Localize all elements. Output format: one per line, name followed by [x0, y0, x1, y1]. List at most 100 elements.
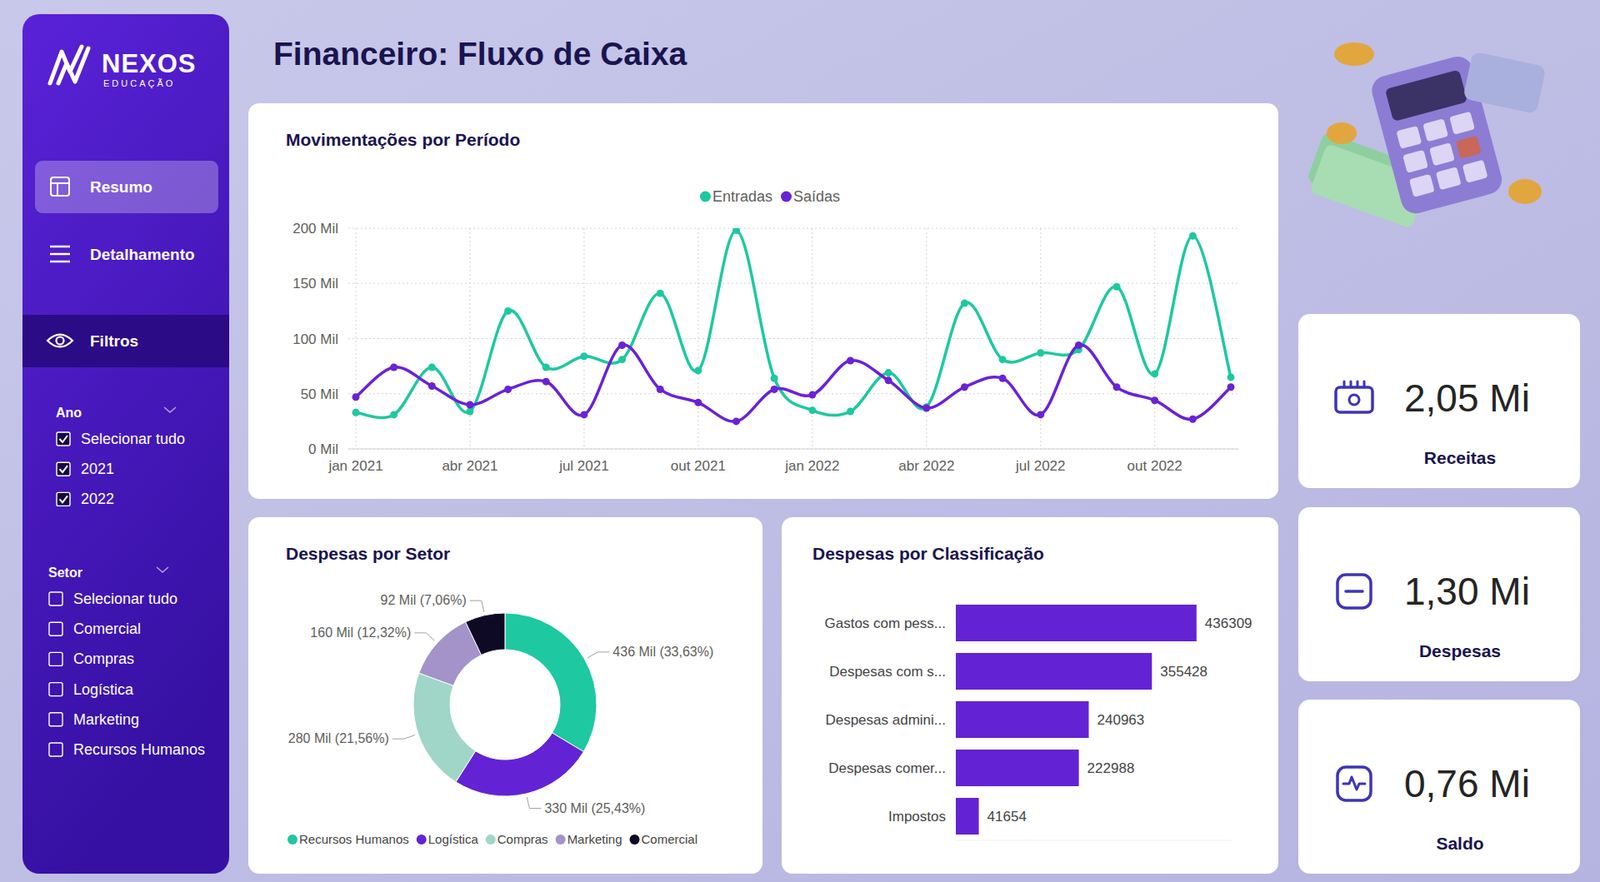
y-tick-label: 150 Mil	[292, 275, 339, 292]
eye-icon	[47, 335, 73, 348]
bar	[955, 750, 1080, 787]
x-tick-label: jan 2022	[784, 458, 840, 475]
filter-option[interactable]: Compras	[49, 650, 135, 668]
kpi-value: 1,30 Mi	[1404, 570, 1530, 614]
slices	[413, 613, 597, 797]
bar	[955, 653, 1152, 690]
x-tick-label: jan 2021	[327, 458, 383, 475]
kpi-icon	[1337, 767, 1371, 801]
background	[0, 0, 1600, 882]
legend-label: Comercial	[640, 832, 698, 847]
point	[770, 385, 779, 394]
nav-item[interactable]: Resumo	[35, 160, 219, 214]
kpi-panel	[1298, 507, 1580, 682]
coin	[1326, 122, 1357, 145]
point	[542, 363, 550, 371]
checkbox	[49, 713, 63, 727]
nav-item[interactable]: Detalhamento	[50, 245, 195, 264]
grid-line	[348, 283, 1239, 285]
chart-title: Despesas por Setor	[285, 544, 450, 564]
grid-line	[348, 228, 1239, 230]
legend-label: Saídas	[793, 188, 840, 205]
point	[846, 357, 855, 365]
point	[428, 363, 436, 371]
data-label: 436 Mil (33,63%)	[612, 645, 714, 660]
line-marks	[352, 228, 1235, 425]
page-title: Financeiro: Fluxo de Caixa	[273, 35, 688, 72]
checkbox	[49, 683, 63, 697]
x-tick-label: abr 2022	[898, 458, 955, 475]
point	[885, 376, 893, 385]
filter-option[interactable]: 2021	[56, 460, 115, 478]
slice	[465, 613, 505, 655]
grid-line	[348, 338, 1239, 340]
point	[618, 341, 626, 350]
kpi-card: 0,76 MiSaldo	[1298, 700, 1580, 875]
filter-option-label: Comercial	[73, 620, 141, 638]
y-tick-label: 100 Mil	[292, 331, 339, 348]
kpi-icon	[1335, 387, 1373, 413]
data-label: 92 Mil (7,06%)	[380, 593, 467, 608]
x-axis-line	[348, 449, 1239, 450]
filter-option[interactable]: Recursos Humanos	[49, 741, 205, 759]
point	[465, 407, 474, 415]
filter-option[interactable]: 2022	[56, 490, 115, 508]
logo-subtitle: EDUCAÇÃO	[103, 78, 175, 89]
point	[732, 417, 740, 425]
filter-option[interactable]: Selecionar tudo	[49, 590, 178, 608]
filter-option[interactable]: Comercial	[49, 620, 141, 638]
kpi-icon	[1349, 395, 1360, 405]
chart-title: Despesas por Classificação	[812, 544, 1045, 564]
kpi-icon	[1337, 575, 1371, 609]
dashboard: NEXOSEDUCAÇÃOResumoDetalhamentoFiltrosAn…	[0, 0, 1600, 882]
kpi-label: Receitas	[1424, 448, 1496, 468]
leader-line	[470, 600, 485, 613]
point	[580, 352, 588, 360]
nav-label: Detalhamento	[90, 245, 195, 264]
kpi-card: 2,05 MiReceitas	[1298, 314, 1580, 489]
kpi-value: 0,76 Mi	[1404, 762, 1530, 806]
slice	[505, 613, 597, 753]
chevron	[164, 407, 176, 413]
point	[1036, 410, 1045, 419]
point	[428, 382, 436, 390]
legend-label: Recursos Humanos	[299, 832, 410, 847]
checkmark	[60, 435, 69, 443]
calc-key	[1462, 160, 1489, 184]
checkbox	[49, 652, 63, 666]
data-label: 160 Mil (12,32%)	[310, 625, 411, 640]
point	[808, 391, 816, 400]
filter-option[interactable]: Marketing	[49, 711, 140, 729]
series-line	[355, 230, 1231, 419]
point	[1036, 349, 1045, 357]
legend-swatch	[780, 191, 792, 203]
checkbox	[49, 743, 63, 757]
filter-option-label: Marketing	[73, 711, 140, 729]
filter-option-label: 2021	[80, 460, 115, 478]
data-label: 330 Mil (25,43%)	[544, 801, 645, 816]
filters-band	[22, 315, 230, 368]
filter-option-label: Selecionar tudo	[73, 590, 178, 608]
checkbox	[56, 492, 70, 506]
kpi-icon	[1344, 381, 1365, 387]
point	[1113, 283, 1121, 291]
leader-line	[587, 652, 610, 659]
point	[352, 393, 360, 401]
sidebar-panel	[22, 14, 230, 875]
data-label: 355428	[1160, 664, 1208, 680]
filter-option[interactable]: Selecionar tudo	[56, 430, 185, 448]
leader-line	[526, 797, 541, 810]
legend-swatch	[555, 835, 566, 845]
kpi-card: 1,30 MiDespesas	[1298, 507, 1580, 682]
point	[1150, 396, 1159, 405]
filter-option[interactable]: Logística	[49, 681, 135, 699]
legend-swatch	[416, 835, 427, 845]
y-tick-label: 200 Mil	[292, 220, 339, 237]
filter-label: Setor	[48, 565, 83, 580]
checkbox	[56, 432, 70, 446]
filter-option-label: Selecionar tudo	[80, 430, 185, 448]
point	[960, 300, 969, 308]
data-label: 41654	[987, 809, 1027, 825]
point	[1227, 383, 1235, 391]
chevron	[156, 567, 169, 573]
